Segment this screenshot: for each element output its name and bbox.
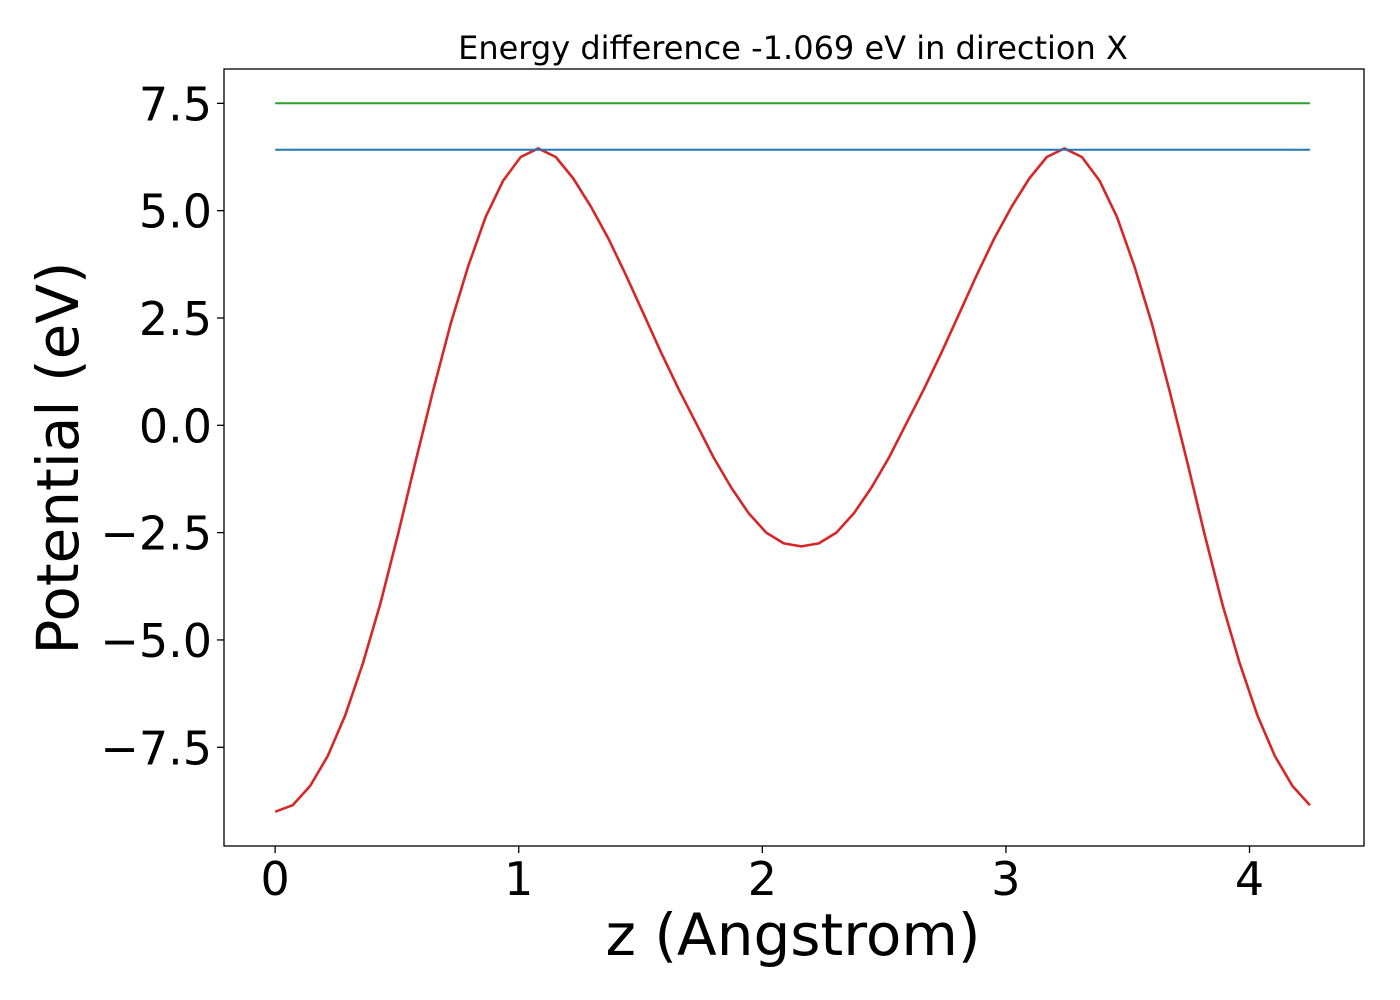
y-tick-label: −2.5: [100, 507, 212, 561]
potential-curve: [274, 147, 1311, 813]
chart-title: Energy difference -1.069 eV in direction…: [458, 29, 1128, 67]
x-tick-label: 4: [1235, 852, 1264, 906]
x-tick-label: 0: [261, 852, 290, 906]
plot-frame: [223, 68, 1365, 847]
y-tick-label: −5.0: [100, 614, 212, 668]
y-tick-label: 2.5: [139, 292, 212, 346]
y-tick-label: −7.5: [100, 721, 212, 775]
x-tick-label: 1: [504, 852, 533, 906]
y-tick-label: 7.5: [139, 77, 212, 131]
x-tick-label: 2: [748, 852, 777, 906]
y-tick-label: 0.0: [139, 399, 212, 453]
y-tick-label: 5.0: [139, 185, 212, 239]
x-axis-label: z (Angstrom): [606, 901, 981, 969]
x-tick-label: 3: [991, 852, 1020, 906]
series-layer: [274, 102, 1311, 813]
y-axis-label: Potential (eV): [24, 261, 92, 654]
ticks-layer: 0 1 2 3 4 7.5 5.0 2.5 0.0 −2.5 −5.0 −7.5: [100, 77, 1264, 906]
